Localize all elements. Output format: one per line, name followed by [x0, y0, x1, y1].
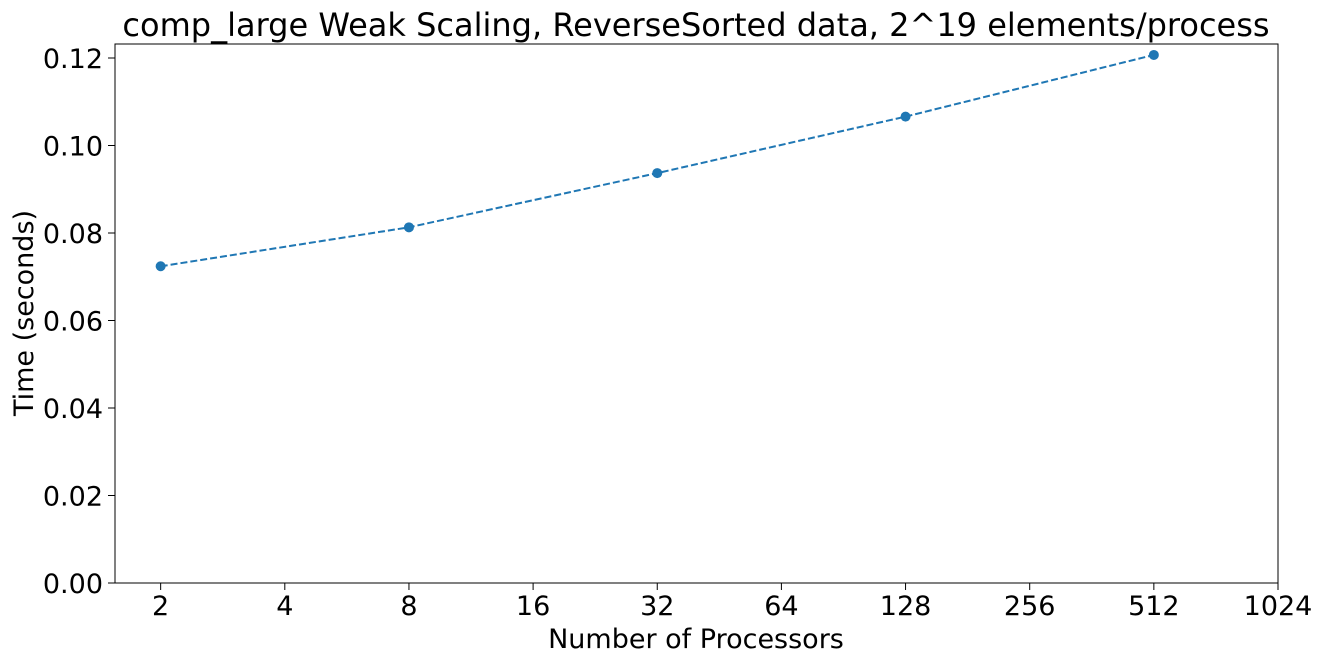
y-tick-label: 0.10 — [43, 132, 103, 163]
x-tick-label: 2 — [152, 591, 169, 622]
x-axis-label: Number of Processors — [548, 624, 844, 655]
x-tick-label: 8 — [400, 591, 417, 622]
plot-area — [114, 43, 1279, 584]
data-point — [900, 111, 911, 122]
x-tick-label: 4 — [276, 591, 293, 622]
chart-title: comp_large Weak Scaling, ReverseSorted d… — [122, 6, 1269, 44]
data-point — [403, 222, 414, 233]
y-tick-label: 0.08 — [43, 219, 103, 250]
y-tick-label: 0.06 — [43, 307, 103, 338]
x-tick-label: 1024 — [1244, 591, 1313, 622]
x-tick-label: 512 — [1128, 591, 1180, 622]
x-axis: 2 4 8 16 32 64 128 256 512 1024 — [152, 583, 1312, 622]
x-tick-label: 256 — [1004, 591, 1056, 622]
data-point — [155, 261, 166, 272]
y-tick-label: 0.12 — [43, 44, 103, 75]
y-axis: 0.00 0.02 0.04 0.06 0.08 0.10 0.12 — [43, 44, 115, 600]
x-tick-label: 64 — [764, 591, 798, 622]
y-axis-label: Time (seconds) — [9, 210, 40, 417]
data-point — [652, 168, 663, 179]
data-point — [1148, 49, 1159, 60]
x-tick-label: 16 — [516, 591, 550, 622]
series-layer — [155, 49, 1159, 272]
y-tick-label: 0.04 — [43, 394, 103, 425]
x-tick-label: 32 — [640, 591, 674, 622]
y-tick-label: 0.00 — [43, 569, 103, 600]
x-tick-label: 128 — [880, 591, 932, 622]
y-tick-label: 0.02 — [43, 482, 103, 513]
